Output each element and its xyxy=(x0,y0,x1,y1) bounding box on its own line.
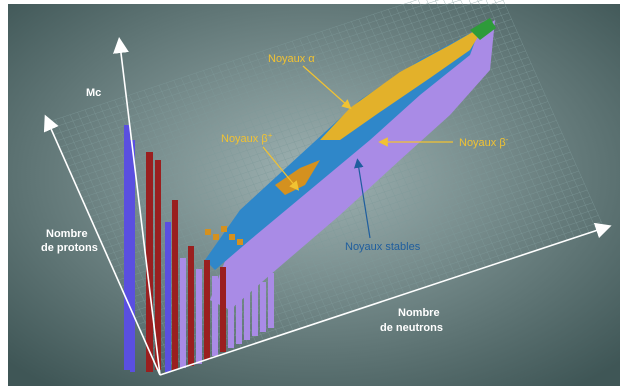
grid-line xyxy=(59,0,504,148)
nuclide-column xyxy=(244,285,250,340)
annotation-beta-minus-sup: - xyxy=(506,135,509,144)
annotation-stable-arrow xyxy=(354,158,371,239)
nuclide-column xyxy=(180,258,186,368)
nuclide-cap xyxy=(205,229,211,235)
nuclide-column xyxy=(236,284,242,344)
grid-line xyxy=(61,6,507,154)
vertical-axis xyxy=(113,37,161,376)
green-cap-region xyxy=(470,18,496,40)
beta-plus-region xyxy=(275,160,320,195)
nuclide-column xyxy=(220,267,226,352)
annotation-alpha-arrow xyxy=(302,65,352,110)
annotation-beta-plus-arrow xyxy=(262,146,300,191)
nuclide-column xyxy=(196,269,202,364)
nuclide-cap xyxy=(229,234,235,240)
nuclide-column xyxy=(155,160,161,370)
nuclide-column xyxy=(130,140,135,372)
neutron-axis xyxy=(159,222,612,376)
annotations: Noyaux α Noyaux β+ Noyaux β- Noyaux stab… xyxy=(221,53,509,253)
nuclide-column xyxy=(204,260,210,360)
grid-line xyxy=(64,12,509,161)
neutron-axis-label-line1: Nombre xyxy=(398,307,440,319)
neutron-axis-label-line2: de neutrons xyxy=(380,322,443,334)
nuclide-column xyxy=(165,222,171,372)
grid-line xyxy=(47,0,418,123)
nuclide-column xyxy=(268,273,274,328)
nuclide-column xyxy=(146,152,153,372)
vertical-axis-label: Mc xyxy=(86,87,101,99)
annotation-alpha-label: Noyaux α xyxy=(268,53,315,65)
alpha-region xyxy=(320,25,485,140)
nuclide-column xyxy=(188,246,194,366)
annotation-beta-plus-label: Noyaux β+ xyxy=(221,131,273,145)
grid-line xyxy=(50,0,440,129)
nuclide-cap xyxy=(213,234,219,240)
grid-line xyxy=(120,139,565,287)
nuclide-column xyxy=(252,276,258,336)
nuclide-bars xyxy=(124,18,496,372)
grid-line xyxy=(129,158,574,306)
beta-minus-region xyxy=(210,20,495,310)
grid-line xyxy=(67,19,512,167)
grid-line xyxy=(56,0,483,142)
nuclide-column xyxy=(228,278,234,348)
annotation-beta-minus-label: Noyaux β- xyxy=(459,135,509,149)
annotation-beta-plus-sup: + xyxy=(268,131,273,140)
axes xyxy=(43,37,612,376)
nuclide-cap xyxy=(237,239,243,245)
annotation-beta-plus-text: Noyaux β xyxy=(221,133,268,145)
nuclide-cap xyxy=(221,226,227,232)
nuclide-column xyxy=(260,282,266,332)
nuclide-column xyxy=(124,125,130,370)
grid-line xyxy=(123,145,568,294)
annotation-stable-label: Noyaux stables xyxy=(345,241,421,253)
nuclide-column xyxy=(172,200,178,370)
proton-axis-label-line1: Nombre xyxy=(46,228,88,240)
proton-axis xyxy=(43,114,161,376)
proton-axis-label-line2: de protons xyxy=(41,242,98,254)
nuclide-column xyxy=(212,276,218,356)
annotation-beta-minus-text: Noyaux β xyxy=(459,137,506,149)
